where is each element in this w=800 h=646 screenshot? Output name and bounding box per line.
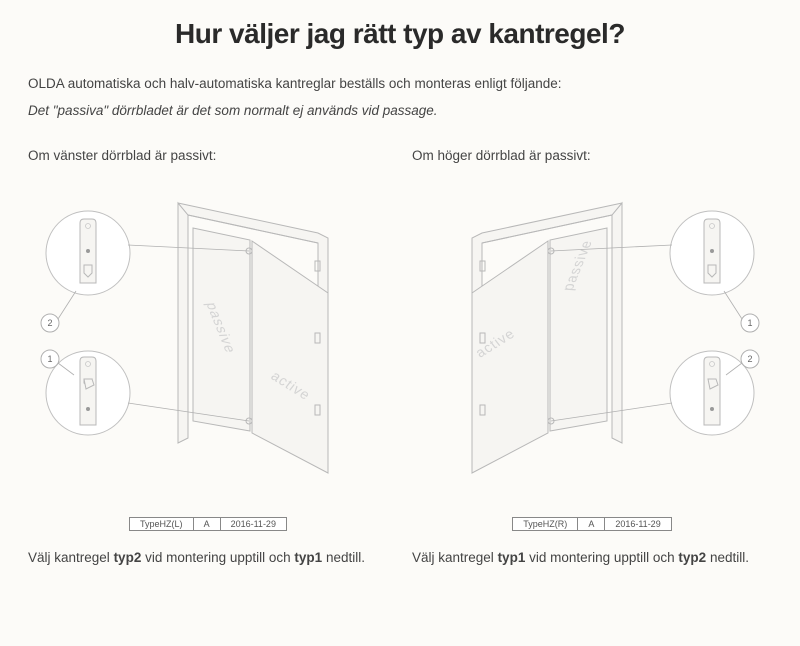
- left-instr-b2: typ1: [294, 550, 322, 565]
- left-instr-mid: vid montering upptill och: [141, 550, 294, 565]
- left-instr-post: nedtill.: [322, 550, 365, 565]
- right-legend: TypeHZ(R) A 2016-11-29: [412, 517, 772, 531]
- right-column: Om höger dörrblad är passivt: pa: [412, 148, 772, 567]
- left-column: Om vänster dörrblad är passivt: passive …: [28, 148, 388, 567]
- left-instruction: Välj kantregel typ2 vid montering upptil…: [28, 549, 388, 567]
- right-diagram: passive active 1: [412, 173, 772, 513]
- left-legend: TypeHZ(L) A 2016-11-29: [28, 517, 388, 531]
- left-heading: Om vänster dörrblad är passivt:: [28, 148, 388, 163]
- right-instr-mid: vid montering upptill och: [525, 550, 678, 565]
- note-text: Det "passiva" dörrbladet är det som norm…: [28, 103, 772, 118]
- left-instr-pre: Välj kantregel: [28, 550, 114, 565]
- left-instr-b1: typ2: [114, 550, 142, 565]
- right-legend-date: 2016-11-29: [605, 518, 670, 530]
- right-instr-post: nedtill.: [706, 550, 749, 565]
- right-heading: Om höger dörrblad är passivt:: [412, 148, 772, 163]
- right-legend-rev: A: [578, 518, 605, 530]
- left-door-svg: passive active: [28, 173, 388, 513]
- right-legend-type: TypeHZ(R): [513, 518, 578, 530]
- right-instr-b2: typ2: [678, 550, 706, 565]
- left-legend-type: TypeHZ(L): [130, 518, 194, 530]
- callout-bubble-1-right: 1: [747, 318, 752, 328]
- right-instruction: Välj kantregel typ1 vid montering upptil…: [412, 549, 772, 567]
- right-instr-pre: Välj kantregel: [412, 550, 498, 565]
- right-instr-b1: typ1: [498, 550, 526, 565]
- callout-bubble-2-right: 2: [747, 354, 752, 364]
- right-door-svg: passive active 1: [412, 173, 772, 513]
- callout-bubble-2-left: 2: [47, 318, 52, 328]
- left-diagram: passive active: [28, 173, 388, 513]
- intro-text: OLDA automatiska och halv-automatiska ka…: [28, 76, 772, 91]
- left-legend-rev: A: [194, 518, 221, 530]
- left-legend-date: 2016-11-29: [221, 518, 286, 530]
- page-title: Hur väljer jag rätt typ av kantregel?: [28, 18, 772, 50]
- diagram-columns: Om vänster dörrblad är passivt: passive …: [28, 148, 772, 567]
- callout-bubble-1-left: 1: [47, 354, 52, 364]
